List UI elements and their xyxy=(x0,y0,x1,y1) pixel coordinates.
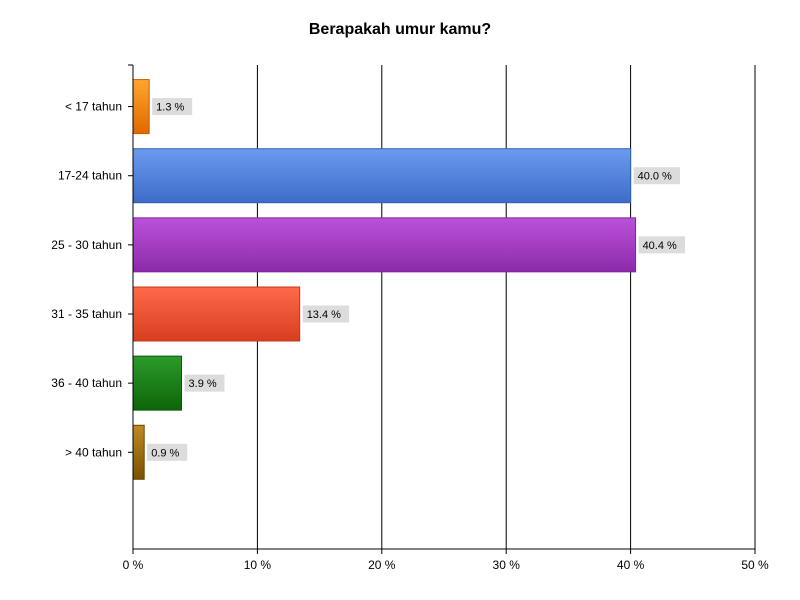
data-label: 13.4 % xyxy=(307,309,341,321)
y-tick-label: < 17 tahun xyxy=(65,100,122,114)
data-label-bg xyxy=(184,374,225,392)
data-label: 40.0 % xyxy=(638,171,672,183)
x-tick-label: 30 % xyxy=(493,558,521,572)
y-tick-label: 31 - 35 tahun xyxy=(51,307,122,321)
data-label-bg xyxy=(633,167,680,185)
data-label-bg xyxy=(302,305,350,323)
data-labels: 1.3 % 40.0 % 40.4 % 13.4 % 3.9 % 0.9 % xyxy=(147,98,685,461)
x-tick-label: 0 % xyxy=(123,558,144,572)
bar xyxy=(132,79,150,135)
data-label: 1.3 % xyxy=(156,102,184,114)
data-label: 0.9 % xyxy=(151,447,179,459)
data-label-bg xyxy=(638,236,685,254)
bar xyxy=(132,355,183,411)
bar xyxy=(132,217,637,273)
data-label-bg xyxy=(152,98,193,116)
y-tick-label: 36 - 40 tahun xyxy=(51,376,122,390)
y-tick-label: > 40 tahun xyxy=(65,445,122,459)
bar xyxy=(132,286,301,342)
data-label: 3.9 % xyxy=(189,378,217,390)
y-tick-label: 17-24 tahun xyxy=(58,169,122,183)
bars xyxy=(132,79,637,480)
bar xyxy=(132,424,145,480)
x-tick-label: 40 % xyxy=(617,558,645,572)
x-tick-label: 20 % xyxy=(368,558,396,572)
gridlines xyxy=(256,65,756,549)
x-tick-label: 50 % xyxy=(741,558,769,572)
data-label-bg xyxy=(147,443,188,461)
chart-title: Berapakah umur kamu? xyxy=(309,21,491,38)
data-label: 40.4 % xyxy=(643,240,677,252)
bar xyxy=(132,148,632,204)
x-tick-label: 10 % xyxy=(244,558,272,572)
y-tick-label: 25 - 30 tahun xyxy=(51,238,122,252)
axes: 0 % 10 % 20 % 30 % 40 % 50 % < 17 tahun 17-24 t… xyxy=(51,64,769,572)
